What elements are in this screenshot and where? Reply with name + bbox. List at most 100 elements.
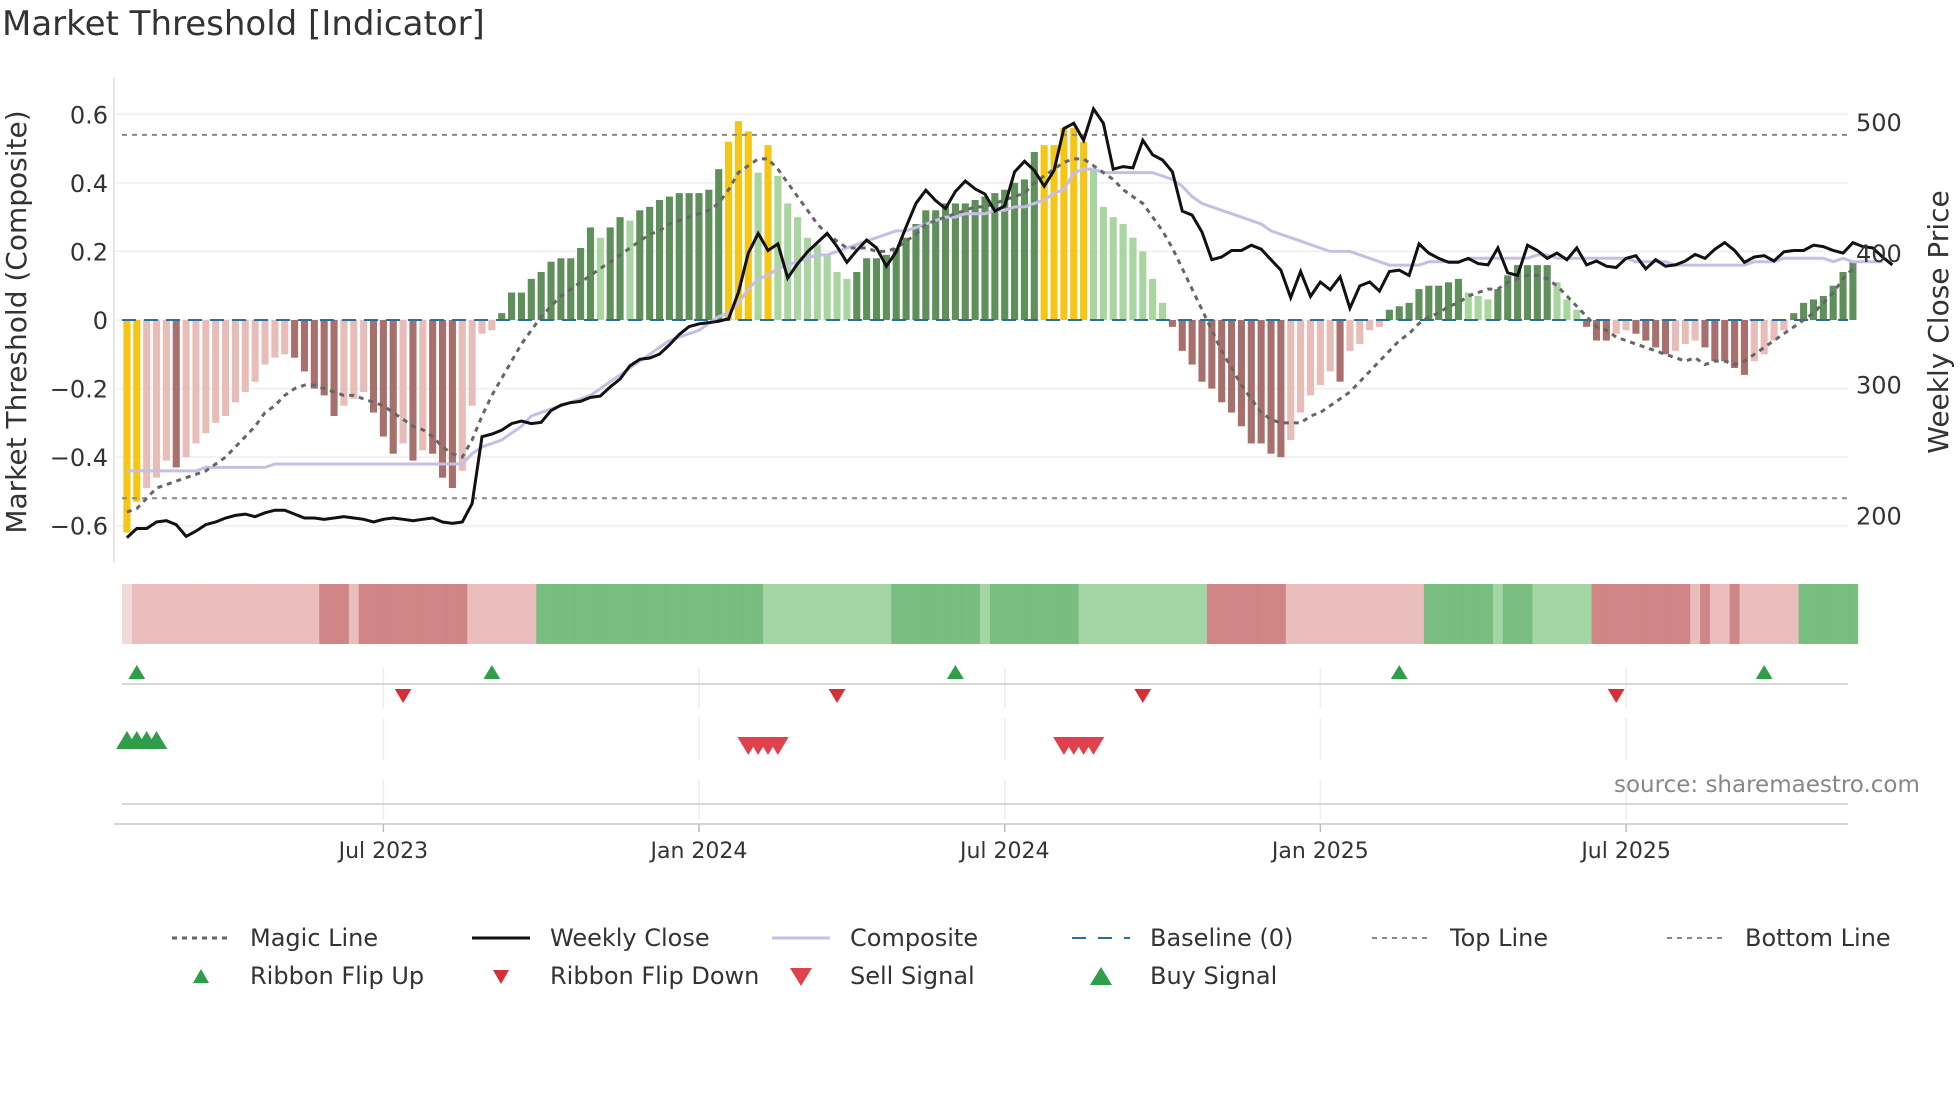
composite-bar — [1553, 282, 1561, 320]
y-tick-label: 0.2 — [70, 238, 108, 266]
composite-bar — [754, 172, 762, 320]
ribbon-cell — [1423, 584, 1435, 644]
ribbon-cell — [1068, 584, 1079, 644]
ribbon-cell — [1542, 584, 1553, 644]
composite-bar — [360, 320, 368, 392]
composite-bar — [261, 320, 269, 365]
composite-bar — [152, 320, 161, 478]
composite-bar — [1297, 320, 1305, 413]
composite-bar — [744, 131, 752, 320]
composite-bar — [586, 227, 595, 320]
legend: Magic Line Weekly Close Composite Baseline … — [170, 924, 1930, 1014]
ribbon-cell — [920, 584, 932, 644]
composite-bar — [320, 320, 328, 396]
composite-bar — [1839, 272, 1847, 320]
composite-bar — [1415, 289, 1423, 320]
ribbon-cell — [1601, 584, 1612, 644]
y2-tick-label: 400 — [1856, 240, 1902, 268]
ribbon-cell — [230, 584, 241, 644]
composite-bar — [182, 320, 190, 458]
ribbon-cell — [1335, 584, 1346, 644]
ribbon-cell — [861, 584, 872, 644]
ribbon-cell — [841, 584, 853, 644]
legend-item: Ribbon Flip Up — [170, 962, 424, 990]
ribbon-cell — [1414, 584, 1425, 644]
ribbon-cell — [772, 584, 784, 644]
ribbon-cell — [486, 584, 498, 644]
ribbon-cell — [1029, 584, 1040, 644]
ribbon-cell — [309, 584, 320, 644]
composite-bar — [863, 258, 871, 320]
ribbon-cell — [171, 584, 182, 644]
ribbon-flip-up-marker — [947, 665, 964, 679]
triangle-down-icon — [770, 964, 836, 988]
composite-bar — [1612, 320, 1620, 334]
composite-bar — [1563, 299, 1571, 320]
composite-line — [126, 167, 1883, 473]
composite-bar — [1237, 320, 1245, 427]
composite-bar — [1790, 313, 1798, 320]
x-tick-label: Jan 2025 — [1270, 839, 1369, 864]
ribbon-cell — [1680, 584, 1691, 644]
ribbon-cell — [782, 584, 793, 644]
composite-bar — [1573, 309, 1581, 320]
ribbon-cell — [260, 584, 271, 644]
ribbon-cell — [319, 584, 330, 644]
ribbon-cell — [1492, 584, 1504, 644]
ribbon-cell — [694, 584, 705, 644]
composite-bar — [843, 278, 851, 320]
composite-bar — [192, 320, 200, 444]
ribbon-cell — [1453, 584, 1464, 644]
ribbon-cell — [1206, 584, 1218, 644]
composite-bar — [655, 200, 664, 320]
composite-bar — [794, 217, 802, 320]
ribbon-cell — [1631, 584, 1642, 644]
composite-bar — [1780, 320, 1788, 331]
ribbon-cell — [950, 584, 961, 644]
ribbon-cell — [1019, 584, 1030, 644]
ribbon-cell — [1532, 584, 1543, 644]
ribbon-flip-up-marker — [128, 665, 146, 679]
ribbon-cell — [1177, 584, 1188, 644]
composite-bar — [448, 320, 456, 488]
composite-bar — [1277, 320, 1285, 458]
composite-bar — [1514, 265, 1522, 320]
ribbon-flip-down-marker — [1607, 689, 1625, 703]
ribbon-flip-up-marker — [483, 665, 501, 679]
composite-bar — [646, 206, 654, 320]
ribbon-cell — [1137, 584, 1149, 644]
composite-bar — [1356, 320, 1364, 344]
ribbon-cell — [753, 584, 764, 644]
ribbon-cell — [1157, 584, 1168, 644]
composite-bar — [951, 203, 959, 320]
ribbon-cell — [822, 584, 833, 644]
ribbon-cell — [1128, 584, 1139, 644]
ribbon-cell — [477, 584, 488, 644]
ribbon-cell — [1325, 584, 1336, 644]
composite-bar — [626, 220, 634, 320]
composite-bar — [971, 200, 979, 320]
legend-label: Weekly Close — [550, 924, 710, 952]
ribbon-cell — [1571, 584, 1583, 644]
ribbon-cell — [467, 584, 478, 644]
ribbon-cell — [674, 584, 685, 644]
weekly-close-line — [125, 105, 1894, 539]
ribbon-cell — [299, 584, 310, 644]
composite-bar — [1208, 320, 1216, 389]
composite-bar — [1425, 285, 1433, 320]
composite-bar — [1070, 128, 1078, 320]
composite-bar — [1178, 320, 1186, 351]
ribbon-cell — [378, 584, 389, 644]
ribbon-cell — [141, 584, 152, 644]
composite-bar — [1504, 275, 1512, 320]
composite-bar — [1494, 289, 1502, 320]
composite-bars — [123, 121, 1857, 533]
composite-bar — [813, 244, 821, 320]
composite-bar — [1228, 320, 1236, 413]
composite-bar — [1691, 320, 1699, 341]
legend-item: Magic Line — [170, 924, 378, 952]
composite-bar — [438, 320, 447, 478]
composite-bar — [1543, 265, 1551, 320]
composite-bar — [1622, 320, 1630, 331]
